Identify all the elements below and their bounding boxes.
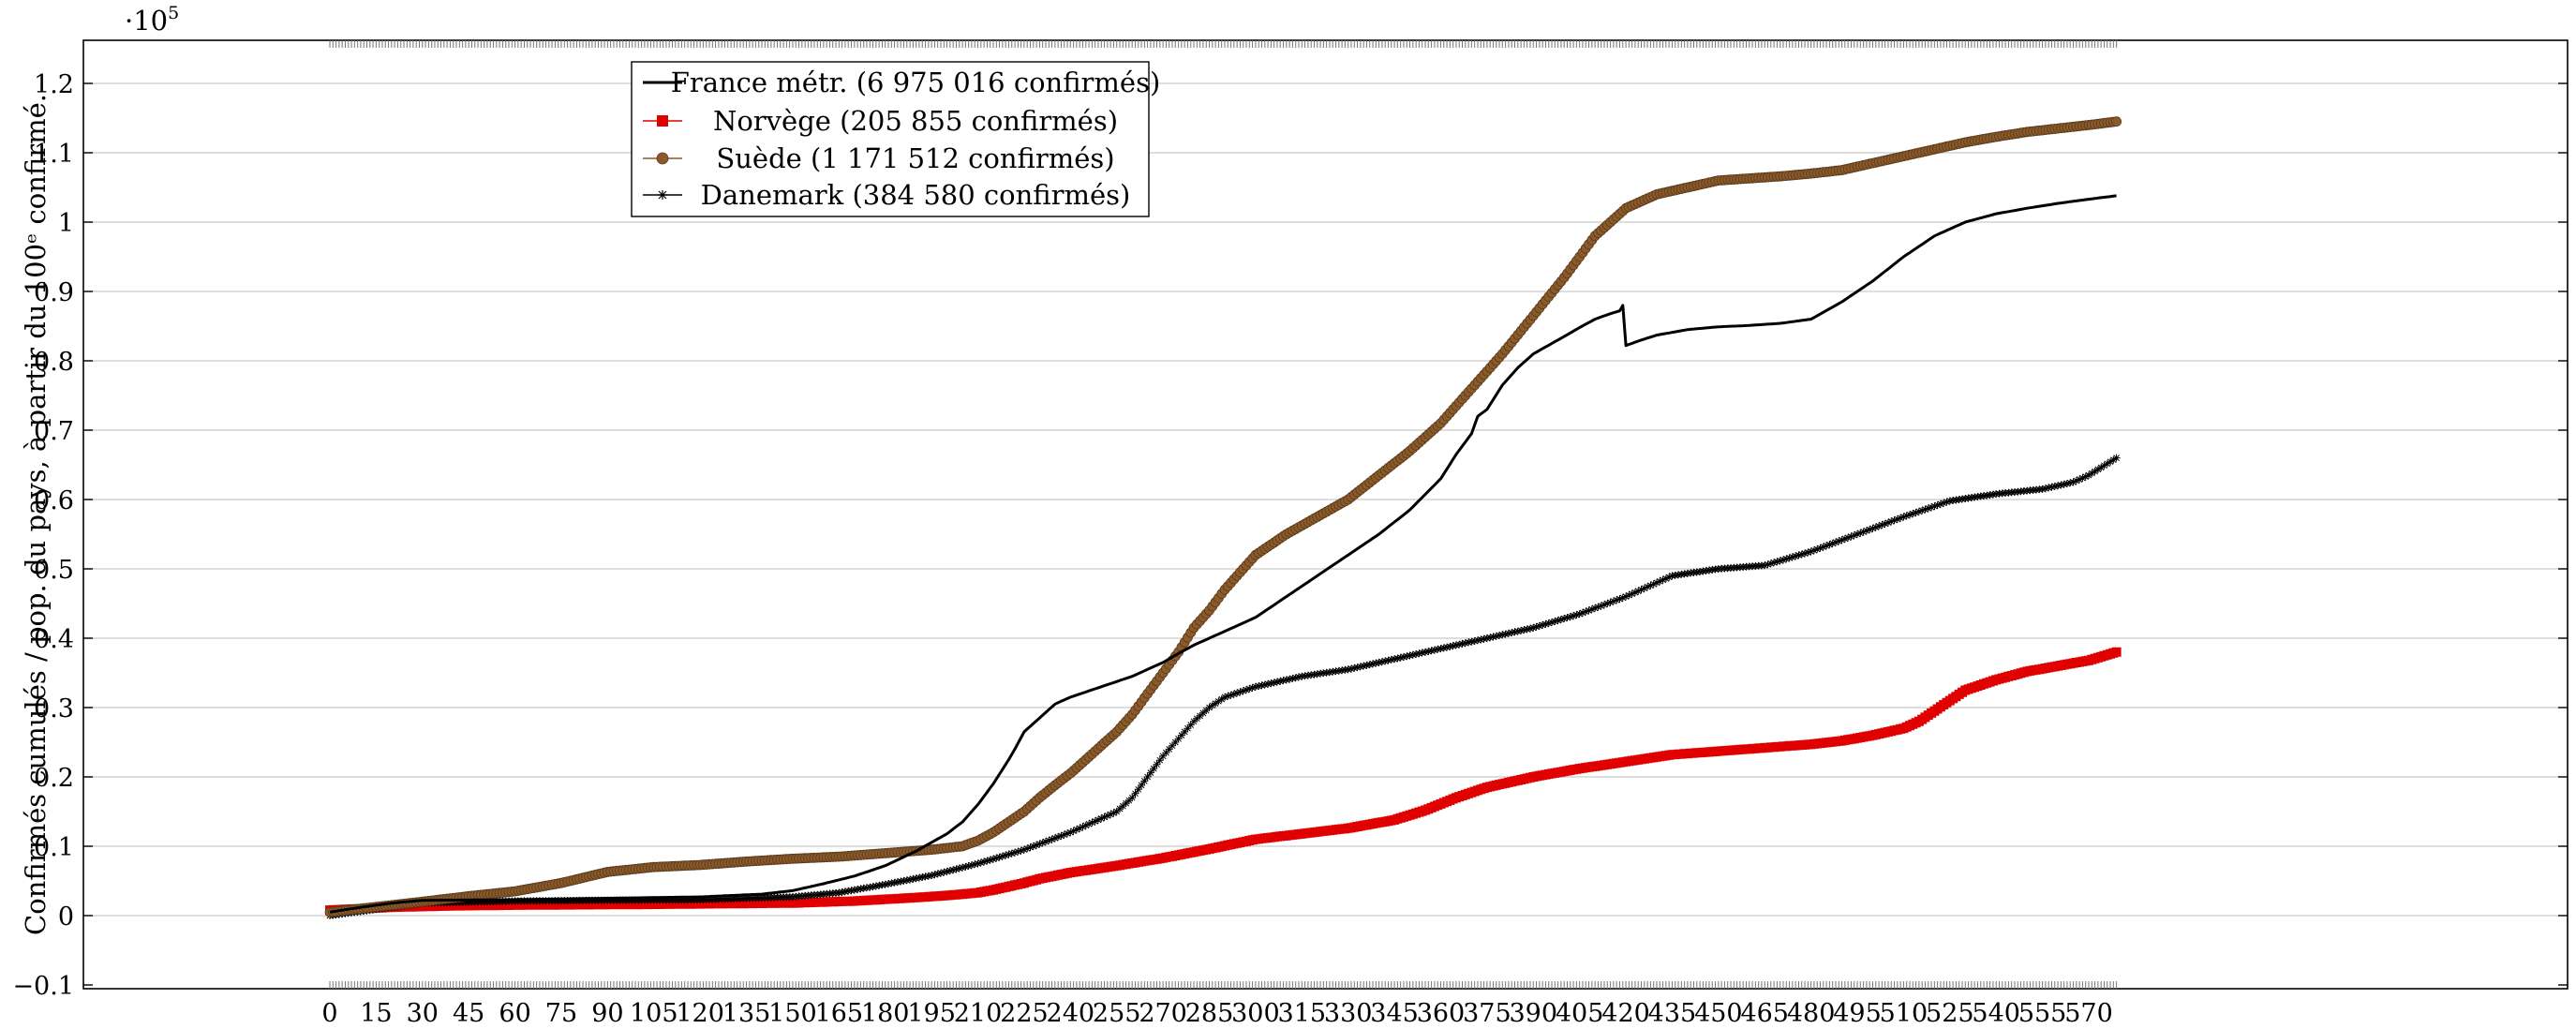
x-tick-label: 315 — [1278, 999, 1327, 1028]
x-tick-label: 270 — [1139, 999, 1187, 1028]
x-tick-label: 300 — [1231, 999, 1280, 1028]
x-minor-ticks-top — [329, 40, 2118, 48]
x-tick-label: 540 — [1972, 999, 2020, 1028]
series-0 — [329, 194, 2117, 914]
x-tick-label: 210 — [954, 999, 1003, 1028]
x-tick-label: 330 — [1324, 999, 1373, 1028]
x-tick-label: 225 — [1000, 999, 1049, 1028]
x-tick-label: 345 — [1370, 999, 1419, 1028]
x-tick-label: 375 — [1463, 999, 1511, 1028]
y-multiplier: ·105 — [125, 3, 179, 37]
y-tick-label: 0.6 — [34, 486, 74, 515]
x-tick-label: 465 — [1740, 999, 1789, 1028]
x-tick-label: 135 — [722, 999, 771, 1028]
y-tick-label: 1 — [58, 209, 74, 238]
x-tick-label: 495 — [1833, 999, 1882, 1028]
x-tick-label: 510 — [1880, 999, 1928, 1028]
y-tick-label: 1.2 — [34, 70, 74, 99]
x-tick-label: 45 — [453, 999, 484, 1028]
x-tick-label: 105 — [630, 999, 678, 1028]
x-tick-label: 435 — [1648, 999, 1697, 1028]
x-tick-label: 195 — [907, 999, 956, 1028]
legend-item: Norvège (205 855 confirmés) — [643, 105, 1118, 137]
x-tick-label: 75 — [545, 999, 577, 1028]
legend-item: France métr. (6 975 016 confirmés) — [643, 67, 1160, 98]
y-multiplier-exponent: 5 — [168, 3, 179, 23]
series-1 — [325, 647, 2122, 916]
y-tick-label: 0.9 — [34, 278, 74, 307]
x-tick-label: 180 — [861, 999, 910, 1028]
x-tick-label: 360 — [1417, 999, 1466, 1028]
y-tick-label: 0 — [58, 902, 74, 932]
legend-marker — [656, 152, 669, 165]
x-tick-label: 480 — [1787, 999, 1836, 1028]
y-tick-label: 1.1 — [34, 140, 74, 169]
x-tick-label: 525 — [1926, 999, 1974, 1028]
y-tick-label: 0.3 — [34, 694, 74, 723]
x-tick-label: 240 — [1047, 999, 1095, 1028]
y-tick-label: −0.1 — [12, 972, 74, 1001]
x-tick-label: 420 — [1601, 999, 1650, 1028]
series-layer — [324, 116, 2122, 919]
legend-marker — [657, 115, 668, 127]
grid-lines — [83, 82, 2568, 917]
y-tick-label: 0.2 — [34, 764, 74, 793]
y-tick-label: 0.8 — [34, 348, 74, 377]
legend-label: Danemark (384 580 confirmés) — [701, 179, 1131, 211]
y-tick-label: 0.5 — [34, 556, 74, 585]
y-axis-title: Confirmés cumulés / pop. du pays, à part… — [20, 94, 52, 935]
ticks: −0.1 0 0.1 0.2 0.3 0.4 0.5 0.6 0.7 0.8 0.9 1 1.1 1.2 0… — [12, 40, 2568, 1028]
x-tick-label: 15 — [360, 999, 392, 1028]
x-tick-label: 405 — [1556, 999, 1604, 1028]
x-tick-label: 555 — [2018, 999, 2067, 1028]
series-line — [329, 194, 2117, 914]
y-tick-label: 0.4 — [34, 625, 74, 654]
x-tick-label: 90 — [591, 999, 623, 1028]
x-minor-ticks-bottom — [329, 981, 2118, 989]
legend-marker — [658, 190, 667, 200]
x-tick-label: 390 — [1509, 999, 1557, 1028]
y-tick-label: 0.1 — [34, 833, 74, 862]
x-tick-label: 165 — [815, 999, 864, 1028]
x-tick-label: 120 — [676, 999, 724, 1028]
x-tick-label: 255 — [1093, 999, 1141, 1028]
legend-item: Suède (1 171 512 confirmés) — [643, 142, 1115, 174]
y-tick-label: 0.7 — [34, 417, 74, 446]
x-tick-label: 0 — [321, 999, 337, 1028]
legend: France métr. (6 975 016 confirmés) Norvèg… — [631, 61, 1160, 217]
x-tick-label: 150 — [768, 999, 817, 1028]
plot-frame — [82, 39, 2569, 990]
legend-box — [631, 61, 1150, 217]
x-tick-label: 450 — [1694, 999, 1743, 1028]
legend-label: France métr. (6 975 016 confirmés) — [671, 67, 1161, 98]
series-marker — [2111, 116, 2122, 127]
series-3 — [326, 454, 2121, 919]
legend-item: Danemark (384 580 confirmés) — [643, 179, 1130, 211]
x-tick-label: 60 — [499, 999, 530, 1028]
series-line — [329, 121, 2117, 913]
legend-label: Norvège (205 855 confirmés) — [713, 105, 1118, 137]
series-2 — [324, 116, 2122, 917]
x-tick-label: 285 — [1185, 999, 1234, 1028]
legend-label: Suède (1 171 512 confirmés) — [716, 142, 1114, 174]
axis-labels: ·105 Confirmés cumulés / pop. du pays, à… — [20, 3, 179, 935]
x-tick-label: 30 — [407, 999, 439, 1028]
x-tick-label: 570 — [2064, 999, 2113, 1028]
y-multiplier-base: ·10 — [125, 5, 168, 37]
